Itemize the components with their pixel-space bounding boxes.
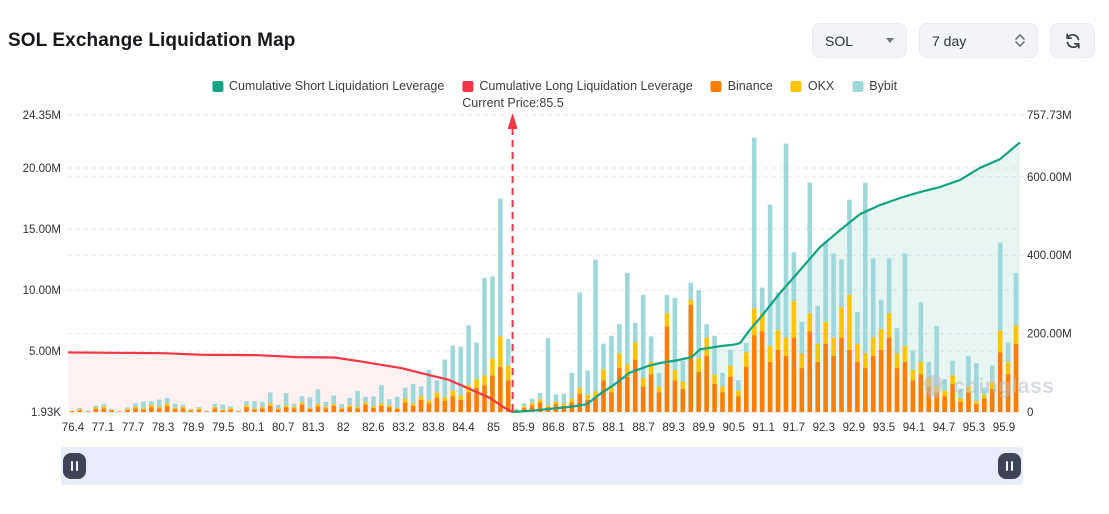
legend-swatch: [211, 80, 223, 92]
symbol-select-value: SOL: [825, 32, 854, 49]
svg-text:84.4: 84.4: [452, 422, 475, 434]
svg-text:89.3: 89.3: [662, 422, 684, 434]
right-axis-ticks: 0 200.00M 400.00M 600.00M 757.73M: [1027, 110, 1072, 419]
svg-text:5.00M: 5.00M: [29, 346, 61, 358]
refresh-button[interactable]: [1050, 23, 1095, 58]
short-line: [512, 141, 1021, 414]
timeframe-select-value: 7 day: [932, 32, 967, 49]
svg-text:85.9: 85.9: [512, 422, 534, 434]
svg-text:81.3: 81.3: [302, 422, 324, 434]
svg-text:80.7: 80.7: [272, 422, 294, 434]
svg-text:88.1: 88.1: [602, 422, 624, 434]
short-area-fill: [512, 142, 1020, 412]
stepper-down-icon: [1015, 41, 1025, 47]
svg-text:93.5: 93.5: [873, 422, 895, 434]
svg-text:92.9: 92.9: [843, 422, 865, 434]
svg-text:80.1: 80.1: [242, 422, 264, 434]
legend-swatch: [462, 80, 474, 92]
x-axis-labels: 76.4 77.1 77.7 78.3 78.9 79.5 80.1 80.7 81.3 82 82…: [62, 422, 1015, 434]
legend-item-4[interactable]: OKX: [790, 79, 835, 93]
svg-text:92.3: 92.3: [813, 422, 835, 434]
legend-label: Binance: [727, 79, 773, 93]
current-price-arrow: [507, 113, 518, 129]
svg-text:15.00M: 15.00M: [23, 224, 61, 236]
legend-label: Cumulative Long Liquidation Leverage: [479, 79, 693, 93]
legend-item-5[interactable]: Bybit: [852, 79, 897, 93]
svg-text:85: 85: [487, 422, 500, 434]
legend-item-3[interactable]: Binance: [710, 79, 773, 93]
header-controls: SOL 7 day: [812, 23, 1095, 58]
svg-text:24.35M: 24.35M: [23, 110, 61, 122]
svg-text:76.4: 76.4: [62, 422, 85, 434]
stepper-up-icon: [1015, 34, 1025, 40]
stepper-icons: [1015, 34, 1025, 47]
long-line: [67, 351, 514, 413]
svg-text:20.00M: 20.00M: [23, 163, 61, 175]
timeframe-select[interactable]: 7 day: [919, 23, 1038, 58]
area-fills: [68, 142, 1020, 412]
svg-text:78.3: 78.3: [152, 422, 174, 434]
svg-text:79.5: 79.5: [212, 422, 234, 434]
svg-text:77.7: 77.7: [122, 422, 144, 434]
svg-text:82.6: 82.6: [362, 422, 384, 434]
legend-swatch: [790, 80, 802, 92]
refresh-icon: [1065, 32, 1080, 49]
left-axis-ticks: 1.93K 5.00M 10.00M 15.00M 20.00M 24.35M: [23, 110, 62, 419]
svg-text:88.7: 88.7: [632, 422, 654, 434]
range-slider-handle-left[interactable]: [63, 453, 86, 479]
svg-text:83.8: 83.8: [422, 422, 444, 434]
svg-text:95.9: 95.9: [993, 422, 1015, 434]
svg-text:86.8: 86.8: [542, 422, 564, 434]
pause-icon: [1006, 461, 1008, 471]
svg-text:83.2: 83.2: [392, 422, 414, 434]
svg-text:91.7: 91.7: [783, 422, 805, 434]
legend-item-1[interactable]: Cumulative Short Liquidation Leverage: [211, 79, 445, 93]
svg-text:1.93K: 1.93K: [31, 407, 61, 419]
svg-text:78.9: 78.9: [182, 422, 204, 434]
chevron-down-icon: [886, 38, 894, 43]
svg-text:400.00M: 400.00M: [1027, 250, 1072, 262]
svg-text:94.1: 94.1: [903, 422, 925, 434]
legend-label: Cumulative Short Liquidation Leverage: [228, 79, 445, 93]
current-price-label: Current Price:85.5: [462, 96, 564, 110]
svg-text:77.1: 77.1: [92, 422, 114, 434]
svg-text:0: 0: [1027, 407, 1033, 419]
range-slider-handle-right[interactable]: [998, 453, 1021, 479]
svg-text:757.73M: 757.73M: [1027, 110, 1072, 122]
symbol-select[interactable]: SOL: [812, 23, 907, 58]
legend-swatch: [710, 80, 722, 92]
page-title: SOL Exchange Liquidation Map: [8, 30, 296, 51]
svg-text:91.1: 91.1: [753, 422, 775, 434]
svg-text:90.5: 90.5: [723, 422, 745, 434]
legend-item-2[interactable]: Cumulative Long Liquidation Leverage: [462, 79, 693, 93]
range-slider-track[interactable]: [61, 447, 1023, 485]
svg-text:89.9: 89.9: [693, 422, 715, 434]
bars-layer: [69, 137, 1019, 412]
svg-text:82: 82: [337, 422, 350, 434]
svg-text:200.00M: 200.00M: [1027, 329, 1072, 341]
current-price-marker: [507, 113, 518, 412]
svg-text:95.3: 95.3: [963, 422, 985, 434]
legend-label: Bybit: [869, 79, 898, 93]
long-area-fill: [68, 352, 513, 412]
grid-layer: [68, 114, 1028, 413]
pause-icon: [71, 461, 73, 471]
cumulative-lines: [67, 141, 1021, 414]
legend-label: OKX: [807, 79, 835, 93]
svg-text:87.5: 87.5: [572, 422, 594, 434]
svg-text:10.00M: 10.00M: [23, 285, 61, 297]
legend: Cumulative Short Liquidation Leverage Cum…: [211, 79, 897, 93]
svg-text:94.7: 94.7: [933, 422, 955, 434]
legend-swatch: [852, 80, 864, 92]
svg-text:600.00M: 600.00M: [1027, 172, 1072, 184]
